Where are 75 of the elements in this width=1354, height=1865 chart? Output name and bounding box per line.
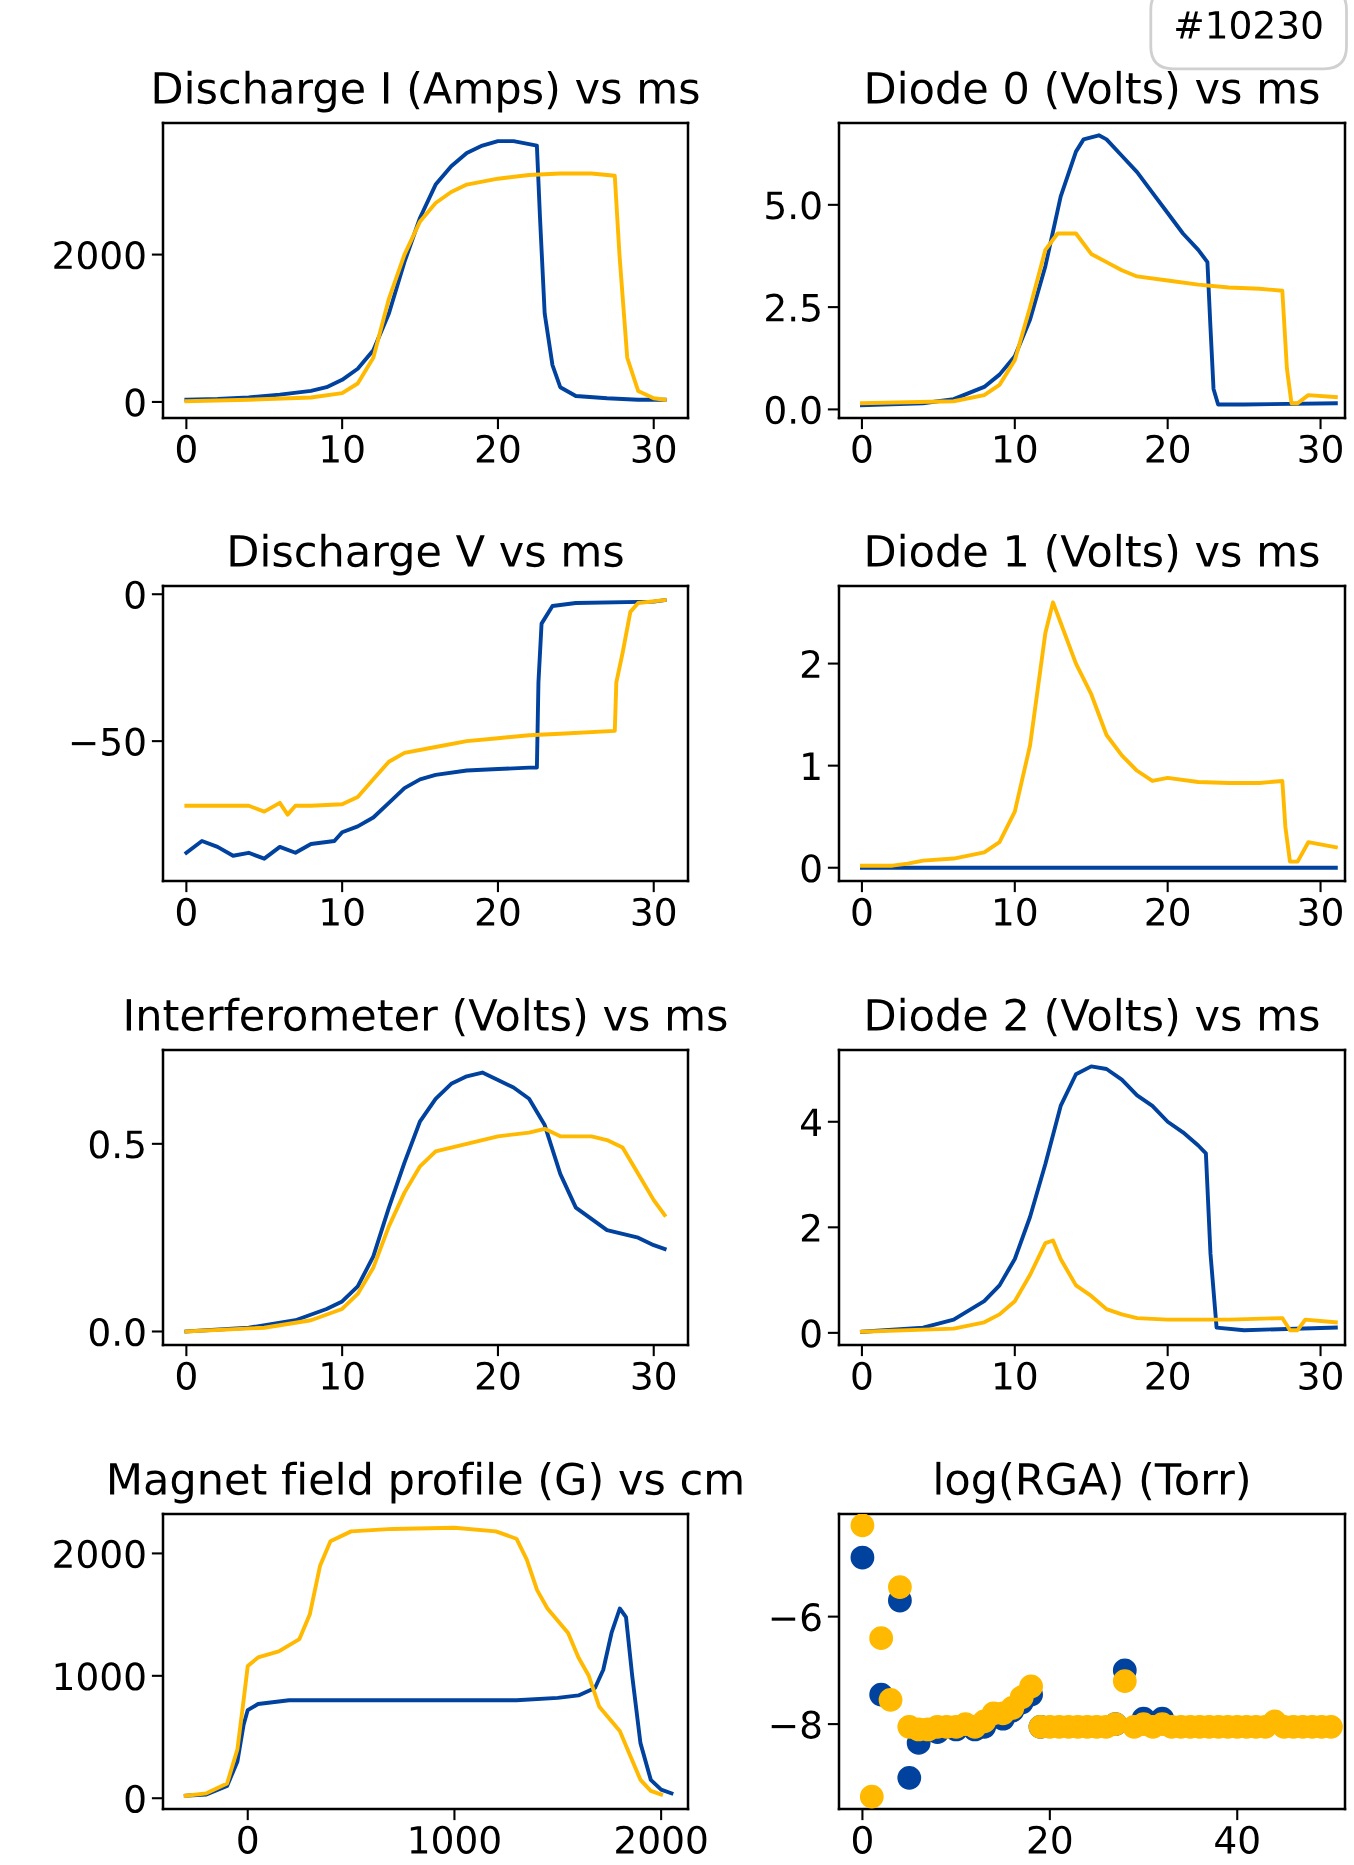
y-tick-label: 0.5 bbox=[89, 1130, 144, 1159]
y-tick-label: 5.0 bbox=[766, 191, 821, 220]
x-tick-label: 30 bbox=[632, 897, 676, 926]
x-tick-label: 1000 bbox=[410, 1825, 500, 1854]
line-series bbox=[184, 1126, 667, 1334]
chart-title: Interferometer (Volts) vs ms bbox=[126, 997, 727, 1037]
point bbox=[850, 1545, 875, 1570]
x-tick-label: 30 bbox=[1299, 897, 1342, 926]
line-series bbox=[183, 1525, 664, 1798]
x-tick-label: 10 bbox=[995, 897, 1037, 926]
y-tick-label: 0 bbox=[125, 388, 145, 417]
x-tick-label: 0 bbox=[238, 1825, 258, 1854]
y-tick-label: 2 bbox=[801, 1213, 820, 1242]
point bbox=[1019, 1674, 1043, 1699]
y-tick-label: 1000 bbox=[55, 1662, 145, 1691]
point bbox=[859, 1784, 884, 1809]
x-tick-label: 0 bbox=[852, 1361, 872, 1390]
x-tick-label: 10 bbox=[995, 434, 1037, 463]
x-tick-label: 10 bbox=[322, 1361, 364, 1390]
y-tick-label: 0.0 bbox=[765, 395, 821, 425]
y-tick-label: 2000 bbox=[54, 1539, 145, 1569]
x-tick-label: 30 bbox=[1299, 1361, 1342, 1390]
x-tick-label: 20 bbox=[1146, 897, 1190, 926]
x-tick-label: 30 bbox=[632, 434, 676, 463]
point bbox=[850, 1514, 875, 1538]
x-tick-label: 10 bbox=[322, 434, 364, 463]
x-tick-label: 20 bbox=[476, 897, 520, 926]
x-tick-label: 0 bbox=[852, 897, 872, 926]
chart-title: log(RGA) (Torr) bbox=[936, 1461, 1248, 1504]
chart-title: Discharge V vs ms bbox=[230, 533, 623, 576]
y-tick-label: 2000 bbox=[54, 241, 145, 270]
chart-title: Diode 0 (Volts) vs ms bbox=[867, 70, 1319, 110]
chart-title: Diode 1 (Volts) vs ms bbox=[867, 533, 1319, 573]
x-tick-label: 40 bbox=[1215, 1825, 1259, 1854]
line-series bbox=[184, 598, 667, 817]
point bbox=[897, 1765, 922, 1790]
y-tick-label: 0 bbox=[801, 1319, 821, 1348]
point bbox=[869, 1626, 894, 1651]
y-tick-label: 0 bbox=[801, 854, 821, 883]
x-tick-label: 20 bbox=[1146, 434, 1190, 463]
point bbox=[888, 1575, 912, 1599]
x-tick-label: 30 bbox=[632, 1361, 676, 1390]
line-series bbox=[859, 1238, 1338, 1334]
y-tick-label: 2.5 bbox=[766, 293, 820, 322]
y-tick-label: 0 bbox=[125, 580, 145, 610]
x-tick-label: 10 bbox=[995, 1361, 1037, 1390]
chart-title: Diode 2 (Volts) vs ms bbox=[867, 997, 1319, 1037]
x-tick-label: 0 bbox=[176, 434, 196, 463]
y-tick-label: −8 bbox=[771, 1710, 821, 1739]
line-series bbox=[859, 600, 1338, 868]
x-tick-label: 0 bbox=[176, 897, 196, 926]
x-tick-label: 10 bbox=[322, 897, 364, 926]
x-tick-label: 30 bbox=[1299, 434, 1342, 463]
x-tick-label: 20 bbox=[1146, 1361, 1190, 1390]
text: #10230 bbox=[1176, 10, 1322, 40]
line-series bbox=[859, 231, 1338, 406]
line-series bbox=[184, 598, 667, 861]
y-tick-label: 1 bbox=[803, 752, 820, 780]
point bbox=[1112, 1669, 1137, 1694]
y-tick-label: 2 bbox=[801, 649, 820, 678]
y-tick-label: 0 bbox=[125, 1784, 145, 1814]
y-tick-label: 4 bbox=[801, 1108, 821, 1137]
x-tick-label: 20 bbox=[476, 434, 520, 463]
x-tick-label: 20 bbox=[1028, 1825, 1072, 1854]
x-tick-label: 2000 bbox=[616, 1825, 707, 1854]
x-tick-label: 0 bbox=[852, 1825, 872, 1854]
chart-title: Magnet field profile (G) vs cm bbox=[110, 1461, 742, 1504]
x-tick-label: 0 bbox=[852, 434, 872, 463]
y-tick-label: −6 bbox=[771, 1603, 821, 1632]
y-tick-label: 0.0 bbox=[89, 1317, 145, 1347]
chart-title: Discharge I (Amps) vs ms bbox=[154, 70, 699, 113]
x-tick-label: 20 bbox=[476, 1361, 520, 1390]
point bbox=[878, 1688, 903, 1712]
x-tick-label: 0 bbox=[176, 1361, 196, 1390]
y-tick-label: −50 bbox=[71, 727, 145, 756]
